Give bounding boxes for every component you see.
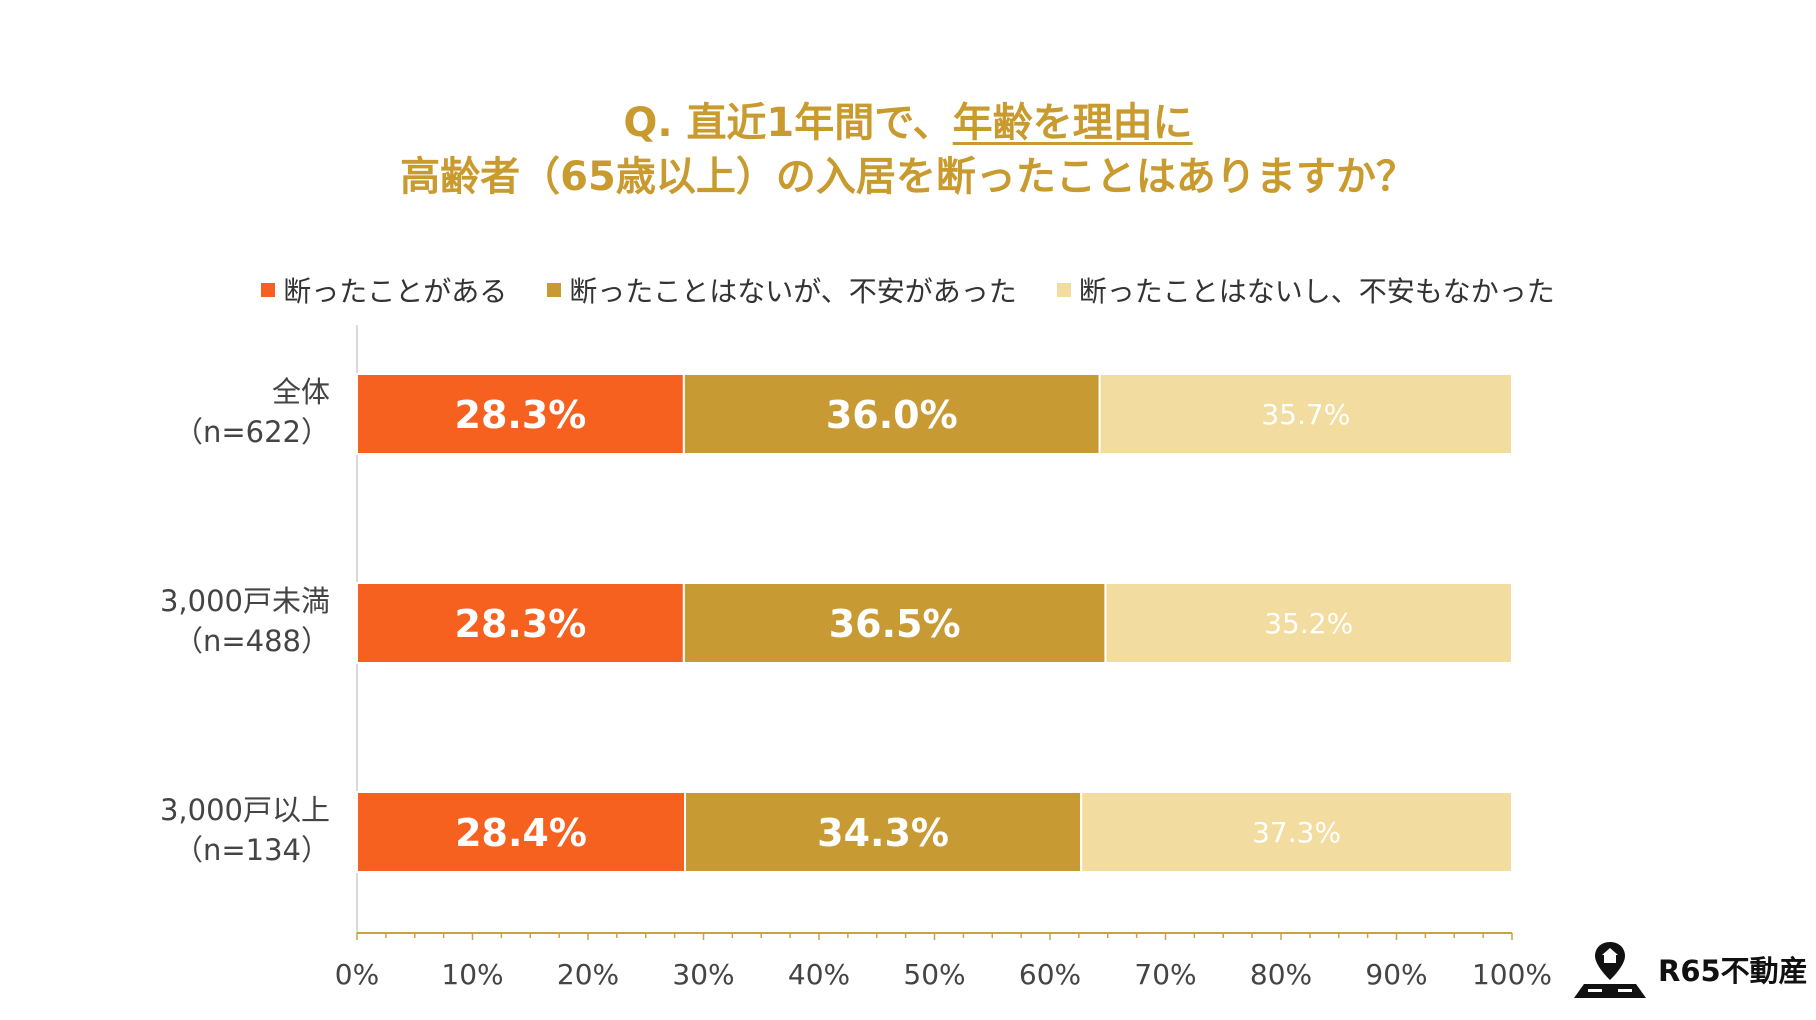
x-tick-label: 100%: [1472, 958, 1552, 991]
x-tick-label: 40%: [788, 958, 850, 991]
legend-label-refused: 断ったことがある: [283, 275, 508, 308]
row-label-over-3000: 3,000戸以上 （n=134）: [30, 790, 330, 870]
x-tick-label: 90%: [1365, 958, 1427, 991]
legend-swatch-anxious: [547, 283, 562, 297]
chart-title-line2: 高齢者（65歳以上）の入居を断ったことはありますか？: [400, 154, 1416, 200]
row-label-n: （n=134）: [173, 833, 330, 867]
x-tick-label: 10%: [441, 958, 503, 991]
row-label-name: 3,000戸以上: [159, 793, 330, 827]
data-label: 36.5%: [829, 602, 961, 646]
data-label: 28.3%: [455, 602, 587, 646]
brand-name: R65不動産: [1658, 954, 1808, 988]
x-tick-label: 60%: [1019, 958, 1081, 991]
legend-label-no-anxiety: 断ったことはないし、不安もなかった: [1078, 275, 1555, 308]
data-label: 36.0%: [826, 393, 958, 437]
row-label-under-3000: 3,000戸未満 （n=488）: [30, 581, 330, 661]
bar-segment: [1098, 373, 1514, 455]
data-label: 35.7%: [1261, 398, 1350, 431]
row-label-n: （n=488）: [173, 624, 330, 658]
legend-swatch-no-anxiety: [1056, 283, 1071, 297]
bar-segment: [356, 373, 685, 455]
bar-segment: [1080, 791, 1514, 873]
data-label: 28.4%: [455, 811, 587, 855]
bar-segment: [356, 791, 687, 873]
title-prefix: Q. 直近1年間で、: [623, 100, 953, 146]
data-label: 34.3%: [817, 811, 949, 855]
brand-logo: R65不動産: [1570, 938, 1808, 1000]
legend-swatch-refused: [261, 283, 276, 297]
x-tick-label: 0%: [335, 958, 379, 991]
house-pin-icon: [1574, 942, 1646, 998]
bar-segment: [682, 582, 1107, 664]
chart-title-line1: Q. 直近1年間で、年齢を理由に: [0, 96, 1816, 150]
bar-segment: [682, 373, 1101, 455]
row-label-n: （n=622）: [173, 415, 330, 449]
legend-label-anxious: 断ったことはないが、不安があった: [569, 275, 1017, 308]
row-label-total: 全体 （n=622）: [30, 372, 330, 452]
x-tick-label: 20%: [557, 958, 619, 991]
title-underlined: 年齢を理由に: [952, 100, 1193, 146]
x-tick-label: 30%: [672, 958, 734, 991]
bar-segment: [1104, 582, 1513, 664]
x-tick-label: 70%: [1134, 958, 1196, 991]
row-label-name: 全体: [271, 375, 330, 409]
x-tick-label: 80%: [1250, 958, 1312, 991]
legend: 断ったことがある 断ったことはないが、不安があった 断ったことはないし、不安もな…: [0, 270, 1816, 310]
x-tick-label: 50%: [903, 958, 965, 991]
legend-item-refused: 断ったことがある: [261, 270, 507, 310]
data-label: 28.3%: [455, 393, 587, 437]
legend-item-no-anxiety: 断ったことはないし、不安もなかった: [1056, 270, 1555, 310]
data-label: 35.2%: [1264, 607, 1353, 640]
bar-segment: [356, 582, 685, 664]
legend-item-anxious: 断ったことはないが、不安があった: [547, 270, 1017, 310]
data-label: 37.3%: [1252, 816, 1341, 849]
row-label-name: 3,000戸未満: [159, 584, 330, 618]
bar-segment: [684, 791, 1083, 873]
